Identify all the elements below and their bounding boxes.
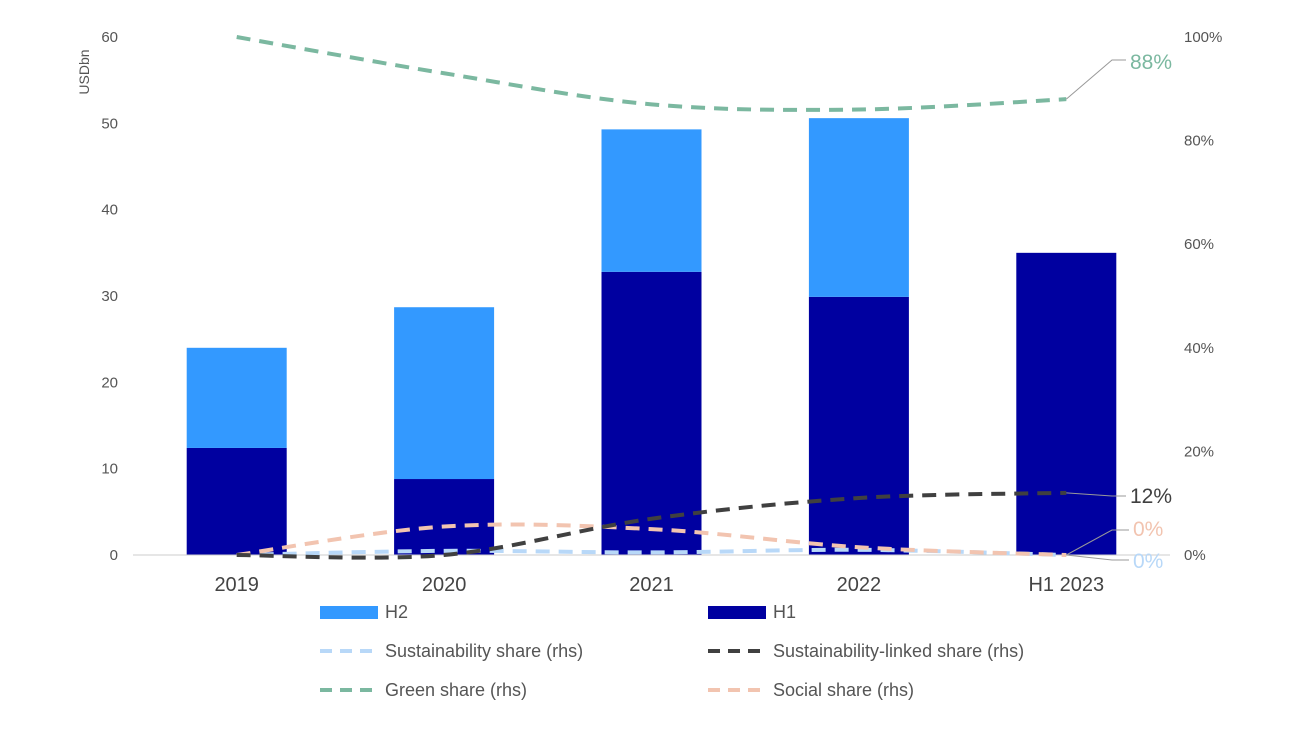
bar-h2 bbox=[394, 307, 495, 480]
y-axis-title: USDbn bbox=[76, 49, 92, 94]
legend: H2 H1 Sustainability share (rhs) Sustainabi… bbox=[320, 602, 1024, 700]
leader-line-sustainability bbox=[1066, 554, 1129, 561]
y2-tick-label: 40% bbox=[1184, 340, 1214, 357]
line-series bbox=[236, 35, 1067, 560]
legend-item-social: Social share (rhs) bbox=[708, 680, 914, 700]
legend-label-h1: H1 bbox=[773, 602, 796, 622]
legend-label-sustainability_linked: Sustainability-linked share (rhs) bbox=[773, 641, 1024, 661]
bar-h2 bbox=[186, 347, 287, 448]
end-label-sustainability: 0% bbox=[1133, 550, 1163, 573]
leader-line-social bbox=[1066, 529, 1129, 556]
leader-line-green bbox=[1065, 59, 1126, 100]
y-tick-label: 20 bbox=[101, 374, 118, 391]
y-tick-label: 30 bbox=[101, 288, 118, 305]
y-tick-label: 40 bbox=[101, 202, 118, 219]
y-axis-left: 0 10 20 30 40 50 60 bbox=[101, 29, 118, 564]
y-tick-label: 10 bbox=[101, 461, 118, 478]
legend-swatch-h2 bbox=[320, 606, 378, 619]
x-category-label: 2019 bbox=[214, 574, 259, 596]
y2-tick-label: 100% bbox=[1184, 29, 1222, 46]
bar-series bbox=[186, 118, 1117, 556]
legend-item-sustainability_linked: Sustainability-linked share (rhs) bbox=[708, 641, 1024, 661]
y-tick-label: 0 bbox=[110, 547, 118, 564]
y-tick-label: 60 bbox=[101, 29, 118, 46]
bar-h1 bbox=[186, 447, 287, 555]
legend-item-h1: H1 bbox=[708, 602, 796, 622]
legend-swatch-h1 bbox=[708, 606, 766, 619]
y2-tick-label: 80% bbox=[1184, 133, 1214, 150]
x-axis-categories: 2019 2020 2021 2022 H1 2023 bbox=[214, 574, 1104, 596]
legend-item-h2: H2 bbox=[320, 602, 408, 622]
line-social bbox=[236, 522, 1067, 557]
bar-h2 bbox=[601, 129, 702, 272]
leader-line-sustainability_linked bbox=[1066, 492, 1126, 497]
end-label-social: 0% bbox=[1133, 518, 1163, 541]
y-axis-right: 0% 20% 40% 60% 80% 100% bbox=[1184, 29, 1222, 564]
legend-label-green: Green share (rhs) bbox=[385, 680, 527, 700]
legend-item-sustainability: Sustainability share (rhs) bbox=[320, 641, 583, 661]
legend-label-h2: H2 bbox=[385, 602, 408, 622]
y2-tick-label: 60% bbox=[1184, 236, 1214, 253]
legend-label-social: Social share (rhs) bbox=[773, 680, 914, 700]
y2-tick-label: 0% bbox=[1184, 547, 1206, 564]
y-tick-label: 50 bbox=[101, 115, 118, 132]
end-label-green: 88% bbox=[1130, 51, 1172, 74]
y2-tick-label: 20% bbox=[1184, 443, 1214, 460]
bar-h1 bbox=[394, 479, 495, 555]
bar-h1 bbox=[601, 271, 702, 555]
line-end-labels: 88% 12% 0% 0% bbox=[1065, 51, 1172, 573]
legend-item-green: Green share (rhs) bbox=[320, 680, 527, 700]
bar-h1 bbox=[1016, 252, 1117, 556]
line-green bbox=[236, 35, 1067, 112]
x-category-label: 2020 bbox=[422, 574, 467, 596]
x-category-label: H1 2023 bbox=[1028, 574, 1104, 596]
line-sustainability_linked bbox=[236, 490, 1067, 560]
x-category-label: 2021 bbox=[629, 574, 674, 596]
bar-h1 bbox=[808, 296, 909, 555]
bar-h2 bbox=[808, 118, 909, 297]
end-label-sustainability_linked: 12% bbox=[1130, 485, 1172, 508]
x-category-label: 2022 bbox=[837, 574, 882, 596]
legend-label-sustainability: Sustainability share (rhs) bbox=[385, 641, 583, 661]
line-sustainability bbox=[236, 547, 1067, 557]
